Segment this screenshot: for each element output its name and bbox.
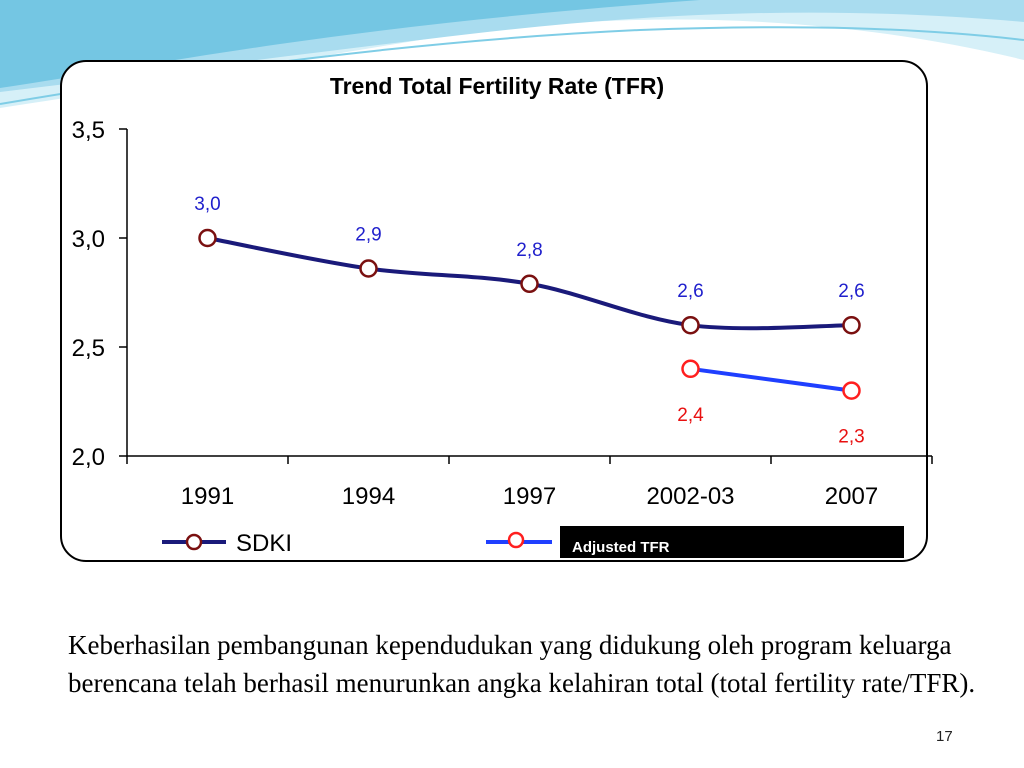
data-label: 2,8 <box>516 240 542 261</box>
chart-series <box>198 228 861 400</box>
x-tick-label: 2002-03 <box>646 483 734 510</box>
page-number: 17 <box>936 728 953 745</box>
legend-label-box-adjusted <box>560 526 904 558</box>
data-label: 2,4 <box>677 405 704 426</box>
data-label: 2,6 <box>838 281 864 302</box>
data-point-marker <box>520 274 539 294</box>
data-label: 2,6 <box>677 281 703 302</box>
legend-swatch-marker-sdki <box>185 533 203 551</box>
legend-swatch-marker-adjusted <box>507 531 525 549</box>
chart-title: Trend Total Fertility Rate (TFR) <box>330 73 664 99</box>
x-tick-label: 1991 <box>181 483 234 510</box>
slide-caption: Keberhasilan pembangunan kependudukan ya… <box>68 630 976 698</box>
y-tick-label: 3,0 <box>72 226 105 253</box>
data-label: 2,9 <box>355 225 381 246</box>
data-label: 3,0 <box>194 194 220 215</box>
top-wave-dark <box>0 0 700 88</box>
y-axis-ticks: 2,0 2,5 3,0 3,5 <box>72 117 127 471</box>
series-line-1 <box>688 366 854 393</box>
y-tick-label: 2,0 <box>72 444 105 471</box>
chart-axes <box>126 129 932 457</box>
data-point-marker <box>198 228 217 248</box>
x-tick-label: 2007 <box>825 483 878 510</box>
x-tick-label: 1997 <box>503 483 556 510</box>
x-tick-label: 1994 <box>342 483 395 510</box>
y-tick-label: 3,5 <box>72 117 105 144</box>
x-axis-ticks: 1991 1994 1997 2002-03 2007 <box>126 456 933 510</box>
data-label: 2,3 <box>838 427 864 448</box>
legend-label-sdki: SDKI <box>236 530 292 557</box>
data-point-marker <box>842 381 861 400</box>
y-tick-label: 2,5 <box>72 335 105 362</box>
data-point-marker <box>359 259 378 278</box>
chart-legend: SDKI Adjusted TFR <box>162 526 904 558</box>
legend-label-adjusted: Adjusted TFR <box>572 539 670 556</box>
data-point-marker <box>842 315 861 335</box>
data-point-marker <box>681 315 700 335</box>
chart-frame <box>60 60 928 562</box>
data-labels: 3,0 2,9 2,8 2,6 2,6 2,4 2,3 <box>194 194 864 448</box>
data-point-marker <box>681 359 700 379</box>
